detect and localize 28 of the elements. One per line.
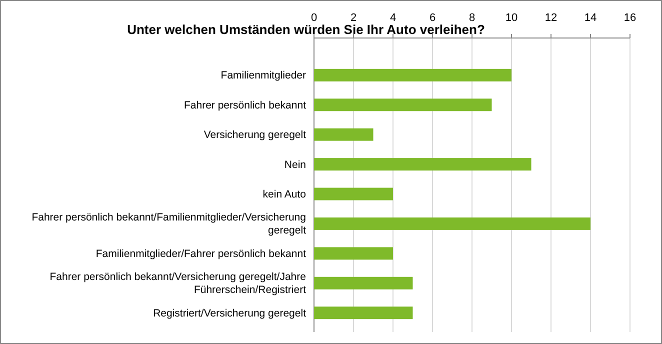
- y-tick-label: Registriert/Versicherung geregelt: [153, 307, 306, 320]
- bar: [314, 217, 590, 230]
- y-tick-label: Nein: [284, 158, 306, 171]
- y-tick-label: Fahrer persönlich bekannt: [184, 99, 306, 112]
- x-tick-label: 10: [505, 12, 518, 24]
- bar: [314, 306, 413, 320]
- x-tick-label: 4: [390, 12, 396, 24]
- y-tick-label: Fahrer persönlich bekannt/Familienmitglieder/Versicherung geregelt: [32, 212, 306, 237]
- bar: [314, 188, 393, 200]
- x-tick-label: 6: [429, 12, 436, 24]
- bar: [314, 276, 413, 290]
- x-tick-label: 12: [544, 12, 558, 24]
- x-tick-label: 14: [584, 12, 597, 24]
- bar: [314, 98, 492, 112]
- x-tick-label: 2: [350, 12, 357, 24]
- bar: [314, 128, 374, 141]
- bar: [314, 68, 512, 82]
- x-tick-label: 8: [468, 12, 476, 24]
- y-tick-label: Familienmitglieder: [220, 70, 306, 82]
- y-tick-label: kein Auto: [262, 188, 306, 200]
- x-tick-label: 0: [310, 12, 318, 24]
- y-tick-label: Familienmitglieder/Fahrer persönlich bekannt: [96, 248, 306, 260]
- bar: [314, 158, 532, 171]
- y-tick-label: Versicherung geregelt: [204, 129, 306, 142]
- y-tick-label: Fahrer persönlich bekannt/Versicherung geregelt/Jahre Führerschein/Registriert: [50, 271, 306, 296]
- chart-title: Unter welchen Umständen würden Sie Ihr Auto verleihen?: [127, 22, 485, 37]
- x-tick-label: 16: [624, 12, 636, 24]
- bar: [314, 247, 393, 260]
